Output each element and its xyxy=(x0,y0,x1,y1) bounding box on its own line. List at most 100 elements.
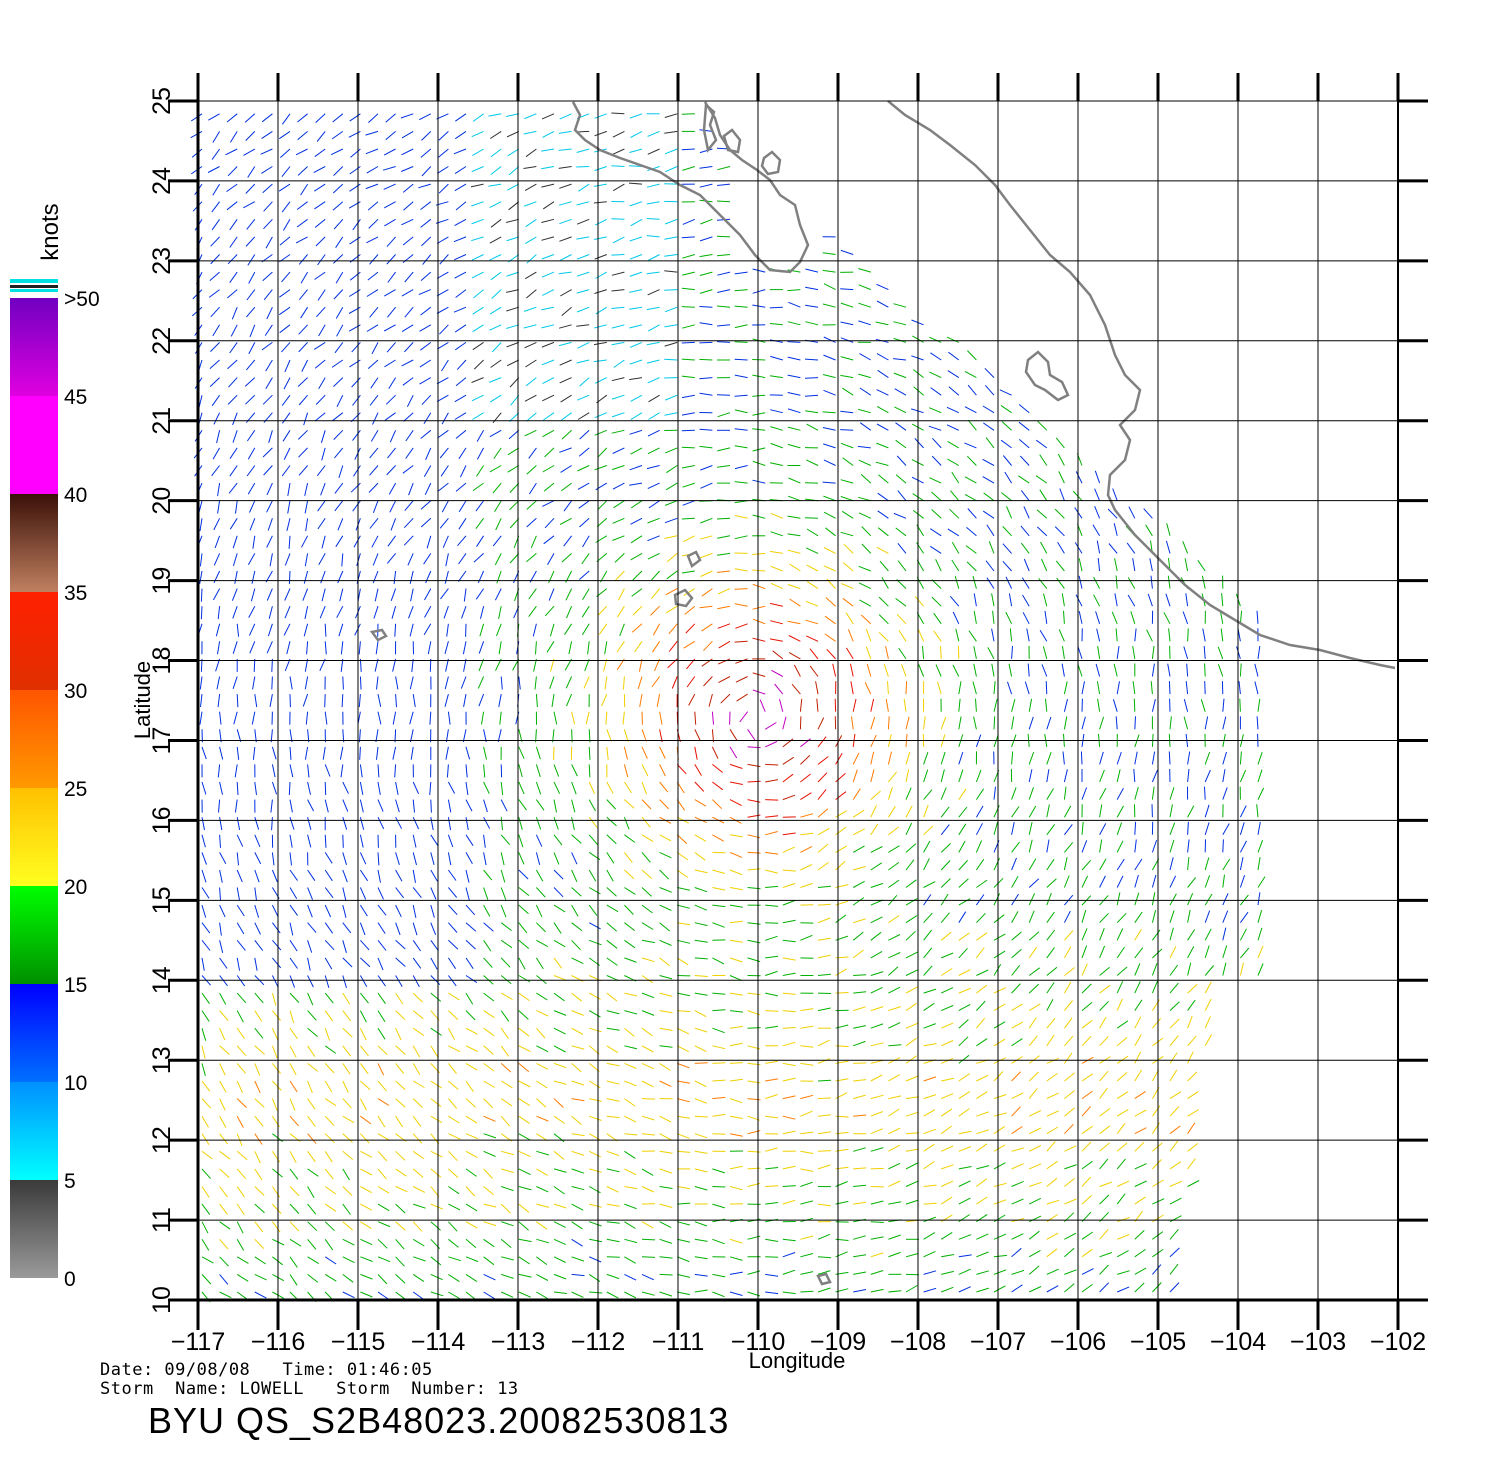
wind-vector xyxy=(1151,963,1158,976)
wind-vector xyxy=(1204,822,1210,835)
wind-vector xyxy=(201,852,207,865)
wind-vector xyxy=(307,764,310,778)
wind-vector xyxy=(1040,541,1048,554)
wind-vector xyxy=(817,1039,830,1047)
wind-vector xyxy=(735,623,748,629)
wind-vector xyxy=(976,1233,989,1240)
wind-vector xyxy=(629,429,643,435)
wind-vector xyxy=(541,148,555,152)
wind-vector xyxy=(298,394,308,406)
wind-vector xyxy=(787,356,801,361)
wind-vector xyxy=(765,779,779,783)
wind-vector xyxy=(1099,716,1105,730)
wind-vector xyxy=(799,716,802,730)
wind-vector xyxy=(352,429,361,441)
wind-vector xyxy=(940,1231,953,1240)
wind-vector xyxy=(1099,1000,1109,1011)
wind-vector xyxy=(472,324,484,333)
wind-vector xyxy=(747,746,761,749)
wind-vector xyxy=(231,307,238,320)
wind-vector xyxy=(1222,769,1226,783)
wind-vector xyxy=(835,1181,848,1187)
wind-vector xyxy=(535,694,538,708)
wind-vector xyxy=(324,957,333,970)
wind-vector xyxy=(840,442,854,449)
wind-vector xyxy=(342,1080,349,1093)
wind-vector xyxy=(993,1214,1006,1223)
x-tick-label: −108 xyxy=(890,1328,946,1356)
wind-vector xyxy=(535,817,542,830)
wind-vector xyxy=(612,130,625,138)
wind-vector xyxy=(430,834,439,846)
wind-vector xyxy=(1063,946,1072,959)
wind-vector xyxy=(307,1151,316,1163)
wind-vector xyxy=(629,341,643,348)
wind-vector xyxy=(992,610,995,624)
wind-vector xyxy=(544,605,555,617)
wind-vector xyxy=(729,920,743,924)
wind-vector xyxy=(694,1273,708,1277)
wind-vector xyxy=(976,1111,989,1117)
wind-vector xyxy=(677,1202,691,1205)
wind-vector xyxy=(1187,628,1189,642)
legend-title: knots xyxy=(37,203,64,260)
wind-vector xyxy=(646,235,660,238)
wind-vector xyxy=(219,1186,228,1198)
wind-vector xyxy=(571,1203,584,1211)
wind-vector xyxy=(369,447,379,459)
wind-vector xyxy=(201,1168,211,1179)
wind-vector xyxy=(976,932,988,941)
wind-vector xyxy=(888,1127,901,1135)
wind-vector xyxy=(254,922,261,935)
wind-vector xyxy=(454,271,467,279)
wind-vector xyxy=(875,321,889,326)
wind-vector xyxy=(314,218,326,228)
wind-vector xyxy=(263,201,273,212)
wind-vector xyxy=(351,377,361,388)
wind-vector xyxy=(597,605,608,616)
wind-vector xyxy=(624,992,638,997)
wind-vector xyxy=(199,570,203,584)
wind-vector xyxy=(612,517,625,524)
wind-vector xyxy=(876,283,889,291)
wind-vector xyxy=(888,1144,901,1152)
wind-vector xyxy=(297,377,308,387)
wind-vector xyxy=(630,517,643,525)
wind-vector xyxy=(289,799,293,813)
wind-vector xyxy=(268,606,273,619)
wind-vector xyxy=(582,588,590,600)
wind-vector xyxy=(765,1060,779,1064)
wind-vector xyxy=(905,1132,920,1135)
x-axis-label: Longitude xyxy=(749,1348,846,1373)
wind-vector xyxy=(852,828,865,836)
wind-vector xyxy=(905,1180,919,1187)
wind-vector xyxy=(553,957,563,969)
wind-vector xyxy=(412,992,423,1003)
wind-vector xyxy=(624,1168,637,1176)
wind-vector xyxy=(559,254,572,261)
wind-vector xyxy=(747,1080,761,1084)
wind-vector xyxy=(281,113,291,125)
wind-vector xyxy=(1116,1123,1126,1134)
wind-vector xyxy=(764,722,777,730)
wind-vector xyxy=(611,218,625,220)
wind-vector xyxy=(888,1044,902,1047)
wind-vector xyxy=(799,698,803,712)
wind-vector xyxy=(782,883,796,888)
wind-vector xyxy=(860,614,872,625)
wind-vector xyxy=(536,1133,548,1142)
wind-vector xyxy=(888,915,900,924)
wind-vector xyxy=(265,359,273,372)
wind-vector xyxy=(553,922,562,934)
wind-vector xyxy=(641,834,654,843)
wind-vector xyxy=(532,623,537,637)
wind-vector xyxy=(923,1043,937,1047)
wind-vector xyxy=(249,518,256,531)
wind-vector xyxy=(409,711,414,725)
wind-vector xyxy=(1169,1018,1180,1029)
wind-vector xyxy=(340,658,344,672)
wind-vector xyxy=(500,1063,512,1073)
wind-vector xyxy=(500,904,507,918)
wind-vector xyxy=(1007,681,1013,695)
wind-vector xyxy=(289,1238,302,1247)
